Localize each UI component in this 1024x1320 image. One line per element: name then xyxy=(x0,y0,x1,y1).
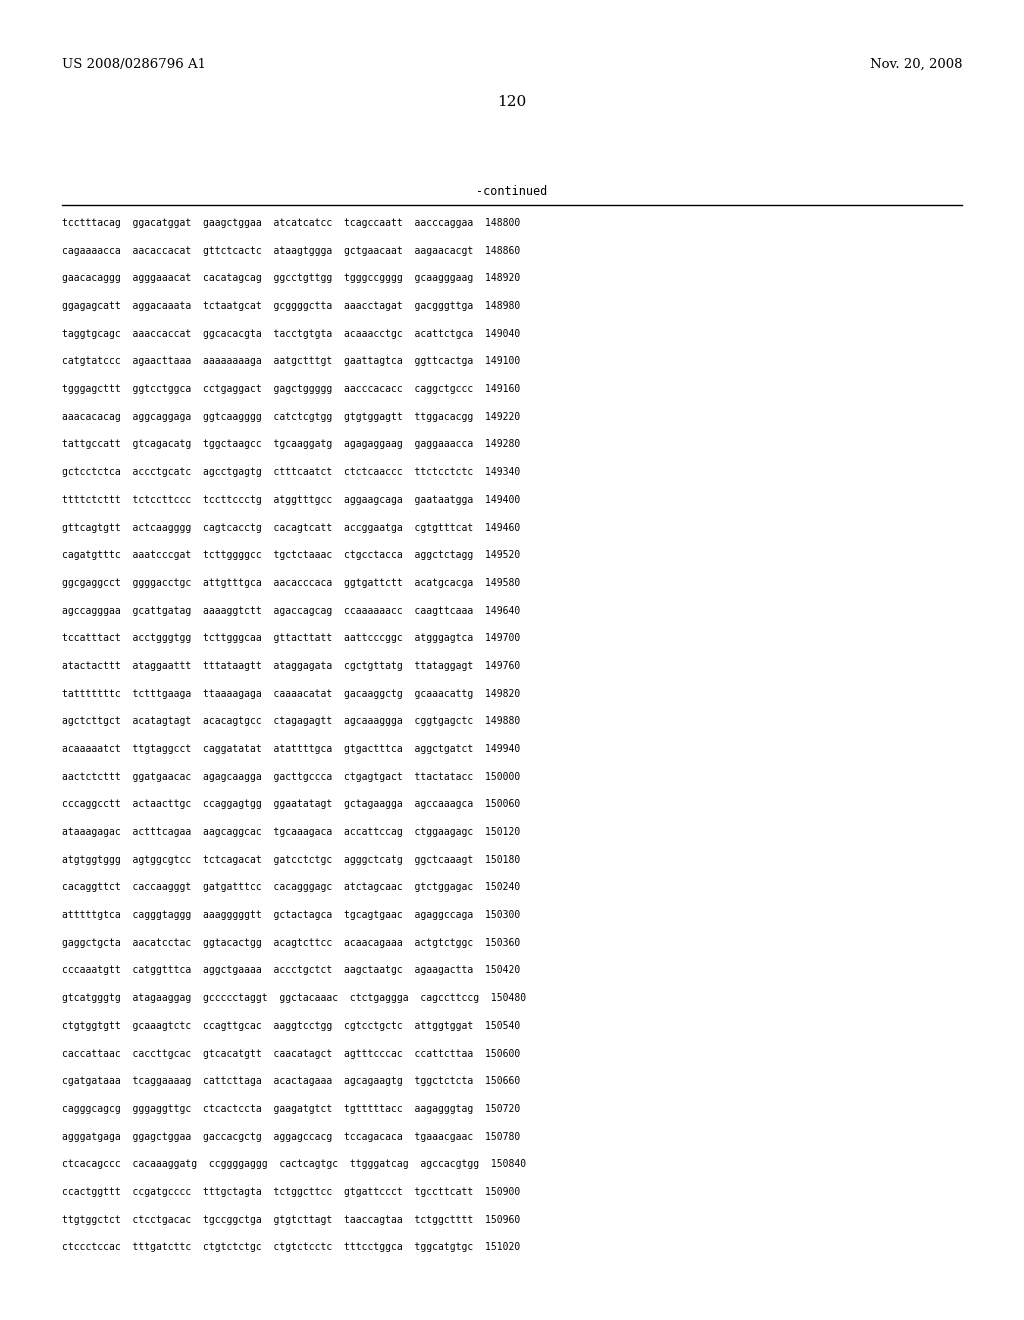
Text: agctcttgct  acatagtagt  acacagtgcc  ctagagagtt  agcaaaggga  cggtgagctc  149880: agctcttgct acatagtagt acacagtgcc ctagaga… xyxy=(62,717,520,726)
Text: cagatgtttc  aaatcccgat  tcttggggcc  tgctctaaac  ctgcctacca  aggctctagg  149520: cagatgtttc aaatcccgat tcttggggcc tgctcta… xyxy=(62,550,520,560)
Text: ataaagagac  actttcagaa  aagcaggcac  tgcaaagaca  accattccag  ctggaagagc  150120: ataaagagac actttcagaa aagcaggcac tgcaaag… xyxy=(62,828,520,837)
Text: atactacttt  ataggaattt  tttataagtt  ataggagata  cgctgttatg  ttataggagt  149760: atactacttt ataggaattt tttataagtt ataggag… xyxy=(62,661,520,671)
Text: tattgccatt  gtcagacatg  tggctaagcc  tgcaaggatg  agagaggaag  gaggaaacca  149280: tattgccatt gtcagacatg tggctaagcc tgcaagg… xyxy=(62,440,520,450)
Text: ccactggttt  ccgatgcccc  tttgctagta  tctggcttcc  gtgattccct  tgccttcatt  150900: ccactggttt ccgatgcccc tttgctagta tctggct… xyxy=(62,1187,520,1197)
Text: gctcctctca  accctgcatc  agcctgagtg  ctttcaatct  ctctcaaccc  ttctcctctc  149340: gctcctctca accctgcatc agcctgagtg ctttcaa… xyxy=(62,467,520,477)
Text: tgggagcttt  ggtcctggca  cctgaggact  gagctggggg  aacccacacc  caggctgccc  149160: tgggagcttt ggtcctggca cctgaggact gagctgg… xyxy=(62,384,520,395)
Text: acaaaaatct  ttgtaggcct  caggatatat  atattttgca  gtgactttca  aggctgatct  149940: acaaaaatct ttgtaggcct caggatatat atatttt… xyxy=(62,744,520,754)
Text: aactctcttt  ggatgaacac  agagcaagga  gacttgccca  ctgagtgact  ttactatacc  150000: aactctcttt ggatgaacac agagcaagga gacttgc… xyxy=(62,772,520,781)
Text: ttgtggctct  ctcctgacac  tgccggctga  gtgtcttagt  taaccagtaa  tctggctttt  150960: ttgtggctct ctcctgacac tgccggctga gtgtctt… xyxy=(62,1214,520,1225)
Text: gttcagtgtt  actcaagggg  cagtcacctg  cacagtcatt  accggaatga  cgtgtttcat  149460: gttcagtgtt actcaagggg cagtcacctg cacagtc… xyxy=(62,523,520,532)
Text: atgtggtggg  agtggcgtcc  tctcagacat  gatcctctgc  agggctcatg  ggctcaaagt  150180: atgtggtggg agtggcgtcc tctcagacat gatcctc… xyxy=(62,855,520,865)
Text: -continued: -continued xyxy=(476,185,548,198)
Text: cacaggttct  caccaagggt  gatgatttcc  cacagggagc  atctagcaac  gtctggagac  150240: cacaggttct caccaagggt gatgatttcc cacaggg… xyxy=(62,883,520,892)
Text: ctccctccac  tttgatcttc  ctgtctctgc  ctgtctcctc  tttcctggca  tggcatgtgc  151020: ctccctccac tttgatcttc ctgtctctgc ctgtctc… xyxy=(62,1242,520,1253)
Text: catgtatccc  agaacttaaa  aaaaaaaaga  aatgctttgt  gaattagtca  ggttcactga  149100: catgtatccc agaacttaaa aaaaaaaaga aatgctt… xyxy=(62,356,520,367)
Text: tccatttact  acctgggtgg  tcttgggcaa  gttacttatt  aattcccggc  atgggagtca  149700: tccatttact acctgggtgg tcttgggcaa gttactt… xyxy=(62,634,520,643)
Text: tatttttttc  tctttgaaga  ttaaaagaga  caaaacatat  gacaaggctg  gcaaacattg  149820: tatttttttc tctttgaaga ttaaaagaga caaaaca… xyxy=(62,689,520,698)
Text: agggatgaga  ggagctggaa  gaccacgctg  aggagccacg  tccagacaca  tgaaacgaac  150780: agggatgaga ggagctggaa gaccacgctg aggagcc… xyxy=(62,1131,520,1142)
Text: gtcatgggtg  atagaaggag  gccccctaggt  ggctacaaac  ctctgaggga  cagccttccg  150480: gtcatgggtg atagaaggag gccccctaggt ggctac… xyxy=(62,993,526,1003)
Text: Nov. 20, 2008: Nov. 20, 2008 xyxy=(869,58,962,71)
Text: tcctttacag  ggacatggat  gaagctggaa  atcatcatcc  tcagccaatt  aacccaggaa  148800: tcctttacag ggacatggat gaagctggaa atcatca… xyxy=(62,218,520,228)
Text: ggcgaggcct  ggggacctgc  attgtttgca  aacacccaca  ggtgattctt  acatgcacga  149580: ggcgaggcct ggggacctgc attgtttgca aacaccc… xyxy=(62,578,520,587)
Text: cccaaatgtt  catggtttca  aggctgaaaa  accctgctct  aagctaatgc  agaagactta  150420: cccaaatgtt catggtttca aggctgaaaa accctgc… xyxy=(62,965,520,975)
Text: ggagagcatt  aggacaaata  tctaatgcat  gcggggctta  aaacctagat  gacgggttga  148980: ggagagcatt aggacaaata tctaatgcat gcggggc… xyxy=(62,301,520,312)
Text: taggtgcagc  aaaccaccat  ggcacacgta  tacctgtgta  acaaacctgc  acattctgca  149040: taggtgcagc aaaccaccat ggcacacgta tacctgt… xyxy=(62,329,520,339)
Text: ctcacagccc  cacaaaggatg  ccggggaggg  cactcagtgc  ttgggatcag  agccacgtgg  150840: ctcacagccc cacaaaggatg ccggggaggg cactca… xyxy=(62,1159,526,1170)
Text: ttttctcttt  tctccttccc  tccttccctg  atggtttgcc  aggaagcaga  gaataatgga  149400: ttttctcttt tctccttccc tccttccctg atggttt… xyxy=(62,495,520,504)
Text: caccattaac  caccttgcac  gtcacatgtt  caacatagct  agtttcccac  ccattcttaa  150600: caccattaac caccttgcac gtcacatgtt caacata… xyxy=(62,1048,520,1059)
Text: 120: 120 xyxy=(498,95,526,110)
Text: gaacacaggg  agggaaacat  cacatagcag  ggcctgttgg  tgggccgggg  gcaagggaag  148920: gaacacaggg agggaaacat cacatagcag ggcctgt… xyxy=(62,273,520,284)
Text: US 2008/0286796 A1: US 2008/0286796 A1 xyxy=(62,58,206,71)
Text: atttttgtca  cagggtaggg  aaagggggtt  gctactagca  tgcagtgaac  agaggccaga  150300: atttttgtca cagggtaggg aaagggggtt gctacta… xyxy=(62,909,520,920)
Text: cagaaaacca  aacaccacat  gttctcactc  ataagtggga  gctgaacaat  aagaacacgt  148860: cagaaaacca aacaccacat gttctcactc ataagtg… xyxy=(62,246,520,256)
Text: cagggcagcg  gggaggttgc  ctcactccta  gaagatgtct  tgtttttacc  aagagggtag  150720: cagggcagcg gggaggttgc ctcactccta gaagatg… xyxy=(62,1104,520,1114)
Text: ctgtggtgtt  gcaaagtctc  ccagttgcac  aaggtcctgg  cgtcctgctc  attggtggat  150540: ctgtggtgtt gcaaagtctc ccagttgcac aaggtcc… xyxy=(62,1020,520,1031)
Text: cccaggcctt  actaacttgc  ccaggagtgg  ggaatatagt  gctagaagga  agccaaagca  150060: cccaggcctt actaacttgc ccaggagtgg ggaatat… xyxy=(62,800,520,809)
Text: agccagggaa  gcattgatag  aaaaggtctt  agaccagcag  ccaaaaaacc  caagttcaaa  149640: agccagggaa gcattgatag aaaaggtctt agaccag… xyxy=(62,606,520,615)
Text: gaggctgcta  aacatcctac  ggtacactgg  acagtcttcc  acaacagaaa  actgtctggc  150360: gaggctgcta aacatcctac ggtacactgg acagtct… xyxy=(62,937,520,948)
Text: aaacacacag  aggcaggaga  ggtcaagggg  catctcgtgg  gtgtggagtt  ttggacacgg  149220: aaacacacag aggcaggaga ggtcaagggg catctcg… xyxy=(62,412,520,422)
Text: cgatgataaa  tcaggaaaag  cattcttaga  acactagaaa  agcagaagtg  tggctctcta  150660: cgatgataaa tcaggaaaag cattcttaga acactag… xyxy=(62,1076,520,1086)
